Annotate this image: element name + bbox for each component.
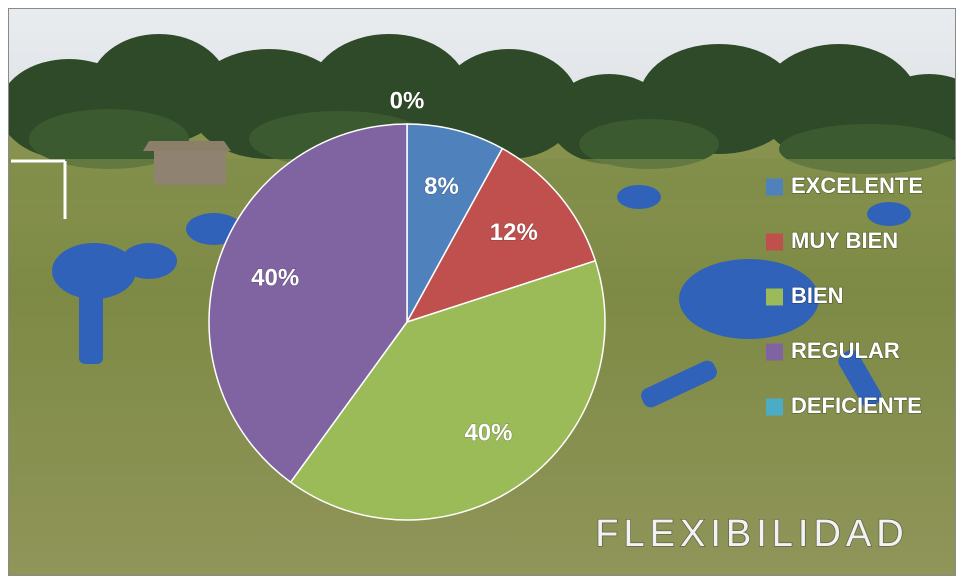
legend-swatch-regular: [766, 343, 783, 361]
pie-slices: [208, 123, 606, 521]
legend-label-bien: BIEN: [791, 283, 844, 308]
chart-title: FLEXIBILIDAD: [595, 513, 908, 555]
legend-swatch-deficiente: [766, 398, 783, 416]
pie-chart: 8% 12% 40% 40% 0% EXCELENTE MUY BIEN BIEN REGUL…: [9, 9, 955, 575]
legend-swatch-excelente: [766, 178, 783, 196]
data-label-excelente: 8%: [424, 173, 459, 200]
legend-swatch-bien: [766, 288, 783, 306]
pie-data-labels: 8% 12% 40% 40% 0%: [251, 87, 539, 447]
players-silhouettes: [52, 185, 911, 408]
data-label-muy-bien: 12%: [490, 219, 538, 246]
chart-frame: 8% 12% 40% 40% 0% EXCELENTE MUY BIEN BIEN REGUL…: [8, 8, 956, 576]
legend-swatch-muy-bien: [766, 233, 783, 251]
legend-label-excelente: EXCELENTE: [791, 173, 923, 198]
house-icon: [143, 141, 231, 185]
legend: EXCELENTE MUY BIEN BIEN REGULAR DEFICIENTE: [766, 172, 924, 418]
legend-label-regular: REGULAR: [791, 338, 900, 363]
data-label-bien: 40%: [464, 419, 512, 446]
slice-muy-bien: [405, 147, 597, 324]
slice-regular: [208, 123, 408, 484]
data-label-deficiente: 0%: [390, 87, 425, 114]
data-label-regular: 40%: [251, 265, 299, 292]
legend-label-muy-bien: MUY BIEN: [791, 228, 898, 253]
slice-excelente: [406, 123, 504, 323]
goal-post-icon: [11, 159, 67, 219]
legend-label-deficiente: DEFICIENTE: [791, 393, 922, 418]
slice-bien: [289, 259, 606, 521]
